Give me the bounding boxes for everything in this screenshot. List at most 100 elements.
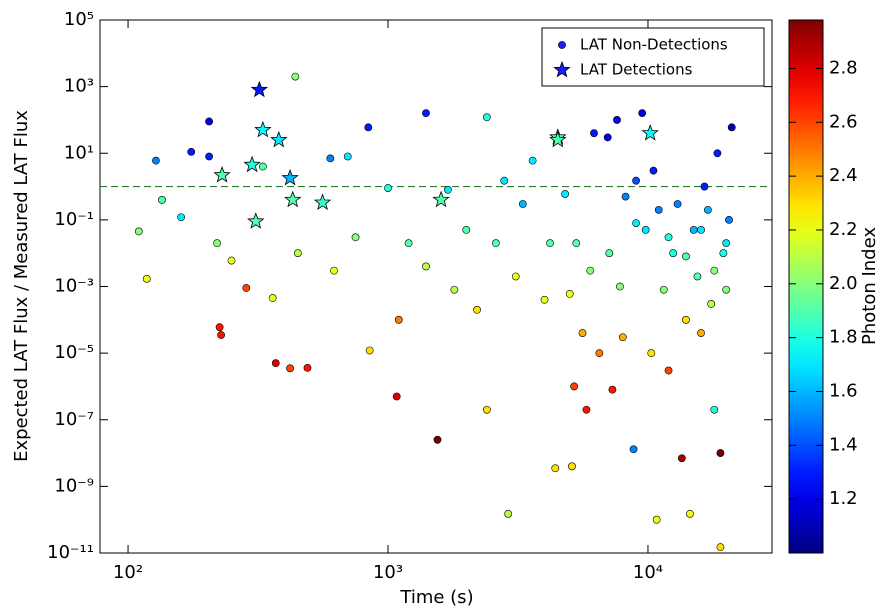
point	[286, 364, 294, 373]
point	[268, 294, 277, 302]
legend-marker	[558, 41, 566, 49]
point	[638, 109, 647, 118]
point	[205, 117, 213, 126]
point	[603, 133, 612, 142]
point	[433, 435, 442, 444]
star-point	[284, 190, 302, 208]
point	[343, 152, 352, 161]
point	[710, 266, 719, 275]
star-point	[250, 80, 269, 98]
point	[647, 349, 656, 358]
legend-marker	[553, 60, 571, 78]
point	[621, 192, 630, 201]
point	[422, 109, 430, 118]
point	[187, 147, 196, 156]
point	[613, 116, 621, 124]
point	[384, 184, 392, 192]
colorbar-tick-label: 1.4	[829, 434, 858, 455]
point	[258, 162, 267, 171]
point	[673, 200, 682, 208]
point	[404, 239, 413, 248]
colorbar	[788, 19, 824, 554]
point	[134, 227, 143, 236]
point	[595, 349, 604, 358]
point	[213, 239, 221, 248]
y-tick-label: 10¹	[64, 142, 94, 163]
point	[707, 300, 716, 308]
point	[686, 509, 694, 518]
point	[669, 249, 678, 258]
point	[330, 266, 338, 275]
legend-label: LAT Detections	[580, 61, 693, 79]
star-point	[270, 130, 288, 148]
star-point	[247, 212, 265, 229]
colorbar-tick-label: 1.6	[829, 380, 858, 401]
point	[217, 331, 225, 339]
point	[491, 239, 500, 248]
point	[227, 256, 236, 265]
star-point	[243, 155, 261, 173]
point	[551, 464, 560, 473]
x-tick-label: 10⁴	[633, 562, 663, 583]
point	[561, 190, 570, 198]
point	[271, 359, 280, 368]
x-tick-label: 10²	[113, 562, 143, 583]
point	[450, 285, 459, 294]
point	[291, 72, 300, 81]
point	[722, 239, 731, 248]
y-tick-label: 10⁵	[64, 9, 94, 30]
point	[664, 366, 673, 375]
point	[632, 176, 640, 185]
point	[664, 233, 673, 242]
point	[722, 285, 731, 294]
point	[142, 274, 151, 283]
y-tick-label: 10⁻³	[54, 276, 94, 297]
point	[422, 262, 430, 271]
point	[500, 176, 509, 185]
point	[351, 233, 360, 242]
point	[727, 123, 736, 132]
point	[616, 282, 624, 291]
y-tick-label: 10⁻⁵	[54, 342, 94, 363]
colorbar-tick-label: 2.6	[829, 111, 858, 132]
point	[719, 249, 728, 258]
legend-label: LAT Non-Detections	[580, 36, 728, 54]
point	[540, 295, 549, 304]
colorbar-tick-label: 2.0	[829, 273, 858, 294]
colorbar-tick-label: 2.2	[829, 219, 858, 240]
point	[293, 249, 302, 258]
point	[565, 289, 574, 298]
point	[716, 543, 725, 552]
point	[511, 272, 520, 281]
point	[677, 454, 686, 463]
star-point	[313, 193, 332, 210]
point	[215, 323, 224, 332]
star-point	[254, 120, 272, 138]
colorbar-tick-label: 1.8	[829, 327, 858, 348]
legend-box	[541, 27, 765, 87]
point	[365, 346, 374, 355]
colorbar-tick-label: 2.8	[829, 57, 858, 78]
star-point	[432, 190, 450, 208]
y-tick-label: 10⁻¹	[54, 209, 94, 230]
point	[518, 200, 527, 208]
star-point	[641, 124, 659, 141]
point	[659, 285, 668, 294]
point	[205, 152, 213, 161]
star-point	[549, 130, 567, 148]
point	[632, 219, 640, 228]
x-tick-label: 10³	[373, 562, 403, 583]
point	[641, 226, 650, 234]
y-axis-label: Expected LAT Flux / Measured LAT Flux	[11, 110, 32, 462]
point	[586, 266, 595, 275]
point	[652, 515, 661, 524]
point	[710, 405, 719, 414]
point	[504, 509, 513, 518]
point	[682, 252, 690, 261]
point	[158, 195, 166, 204]
point	[242, 284, 251, 292]
point	[364, 123, 373, 132]
point	[703, 205, 712, 214]
point	[629, 445, 638, 454]
point	[392, 392, 401, 401]
